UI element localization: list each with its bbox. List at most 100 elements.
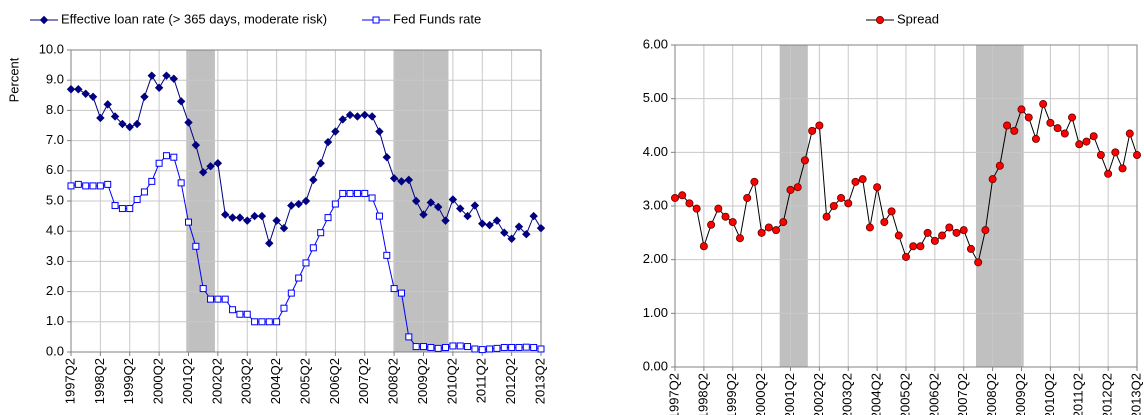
point xyxy=(243,310,251,318)
point xyxy=(959,226,968,235)
point xyxy=(1075,140,1084,149)
point xyxy=(456,204,465,213)
legend: Spread xyxy=(866,11,939,26)
point xyxy=(177,179,185,187)
point xyxy=(671,193,680,202)
point xyxy=(74,180,82,188)
point xyxy=(140,188,148,196)
point xyxy=(478,219,487,228)
y-tick-label: 5.0 xyxy=(46,192,64,207)
point xyxy=(463,211,472,221)
point xyxy=(257,211,267,221)
point xyxy=(779,218,788,227)
legend: Effective loan rate (> 365 days, moderat… xyxy=(30,11,481,26)
point xyxy=(522,230,531,239)
point xyxy=(471,345,479,353)
point xyxy=(104,180,112,188)
x-tick-label: 1998Q2 xyxy=(92,358,107,404)
point xyxy=(1060,129,1069,138)
point xyxy=(529,211,538,221)
point xyxy=(295,274,303,282)
point xyxy=(147,71,156,80)
point xyxy=(1104,169,1113,178)
y-tick-label: 1.00 xyxy=(643,305,668,320)
point xyxy=(228,213,237,222)
point xyxy=(750,177,759,186)
point xyxy=(419,210,428,219)
point xyxy=(110,112,120,121)
x-tick-label: 2002Q2 xyxy=(209,358,224,404)
x-tick-label: 2000Q2 xyxy=(753,373,768,415)
point xyxy=(375,212,383,220)
point xyxy=(945,223,954,232)
point xyxy=(294,199,303,209)
point xyxy=(309,175,318,185)
x-tick-label: 2013Q2 xyxy=(532,358,547,404)
point xyxy=(707,220,716,229)
point xyxy=(265,318,273,326)
point xyxy=(902,252,911,261)
point xyxy=(346,189,354,197)
x-tick-label: 2010Q2 xyxy=(1042,373,1057,415)
x-tick-label: 2004Q2 xyxy=(869,373,884,415)
point xyxy=(397,177,406,186)
y-tick-label: 2.0 xyxy=(46,283,64,298)
point xyxy=(1082,137,1091,146)
point xyxy=(191,140,201,150)
point xyxy=(786,185,795,194)
point xyxy=(808,126,817,135)
point xyxy=(938,231,947,240)
point xyxy=(89,182,97,190)
point xyxy=(96,182,104,190)
x-tick-label: 2003Q2 xyxy=(840,373,855,415)
x-tick-label: 2000Q2 xyxy=(151,358,166,404)
point xyxy=(829,201,838,210)
point xyxy=(1010,126,1019,135)
point xyxy=(434,344,442,352)
point xyxy=(500,343,508,351)
point xyxy=(1003,121,1012,130)
point xyxy=(974,258,983,267)
point xyxy=(441,216,450,225)
x-tick-label: 2006Q2 xyxy=(327,358,342,404)
point xyxy=(530,343,538,351)
point xyxy=(96,113,105,123)
x-tick-label: 1997Q2 xyxy=(62,358,77,404)
legend-label: Effective loan rate (> 365 days, moderat… xyxy=(61,11,327,26)
point xyxy=(909,242,918,251)
point xyxy=(508,343,516,351)
point xyxy=(170,153,178,161)
point xyxy=(118,205,126,213)
point xyxy=(192,242,200,250)
point xyxy=(464,343,472,351)
point xyxy=(500,228,509,237)
point xyxy=(213,159,223,168)
y-tick-label: 0.00 xyxy=(643,358,668,373)
point xyxy=(456,342,464,350)
point xyxy=(514,222,524,231)
point xyxy=(692,204,701,213)
point xyxy=(449,342,457,350)
point xyxy=(981,226,990,235)
point xyxy=(988,175,997,184)
point xyxy=(390,285,398,293)
y-tick-label: 9.0 xyxy=(46,72,64,87)
point xyxy=(815,121,824,130)
point xyxy=(743,193,752,202)
point xyxy=(478,346,486,354)
point xyxy=(1096,151,1105,160)
point xyxy=(894,231,903,240)
point xyxy=(132,119,142,129)
point xyxy=(721,212,730,221)
y-tick-label: 4.0 xyxy=(46,223,64,238)
x-tick-label: 2007Q2 xyxy=(356,358,371,404)
point xyxy=(82,182,90,190)
point xyxy=(251,318,259,326)
point xyxy=(1053,124,1062,133)
point xyxy=(873,183,882,192)
point xyxy=(397,289,405,297)
point xyxy=(207,295,215,303)
y-tick-label: 0.0 xyxy=(46,343,64,358)
point xyxy=(118,119,127,129)
point xyxy=(1068,113,1077,122)
